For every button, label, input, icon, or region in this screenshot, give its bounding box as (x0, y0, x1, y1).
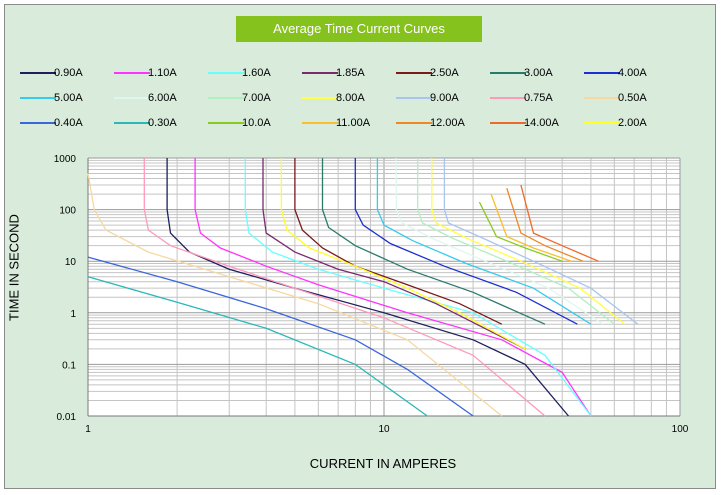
legend-label: 1.10A (148, 67, 177, 79)
legend-label: 0.40A (54, 117, 83, 129)
y-tick-label: 0.1 (62, 360, 76, 371)
legend-label: 4.00A (618, 67, 647, 79)
legend-swatch (396, 122, 432, 124)
legend-label: 14.00A (524, 117, 559, 129)
series-line-1.85A (262, 158, 526, 350)
legend-entry: 8.00A (302, 91, 396, 105)
legend-entry: 2.50A (396, 66, 490, 80)
y-tick-label: 1 (70, 309, 76, 320)
legend-label: 0.75A (524, 92, 553, 104)
legend-label: 5.00A (54, 92, 83, 104)
legend-swatch (490, 122, 526, 124)
series-line-11.00A (490, 193, 572, 262)
legend-entry: 1.10A (114, 66, 208, 80)
legend-swatch (114, 122, 150, 124)
legend-swatch (584, 97, 620, 99)
x-tick-label: 1 (85, 424, 91, 435)
legend-entry: 1.85A (302, 66, 396, 80)
legend-swatch (584, 72, 620, 74)
legend-entry: 12.00A (396, 116, 490, 130)
series-line-9.00A (443, 158, 639, 325)
legend-label: 2.50A (430, 67, 459, 79)
series-line-0.40A (87, 256, 474, 417)
legend-entry: 4.00A (584, 66, 678, 80)
legend-entry: 0.75A (490, 91, 584, 105)
y-tick-label: 0.01 (57, 412, 77, 423)
legend-entry: 14.00A (490, 116, 584, 130)
legend-label: 11.00A (336, 117, 371, 129)
legend-swatch (208, 97, 244, 99)
legend-swatch (208, 122, 244, 124)
legend-label: 12.00A (430, 117, 465, 129)
legend-swatch (302, 72, 338, 74)
legend-label: 2.00A (618, 117, 647, 129)
series-line-2.50A (294, 158, 503, 325)
legend-entry: 9.00A (396, 91, 490, 105)
legend-entry: 11.00A (302, 116, 396, 130)
legend-swatch (490, 72, 526, 74)
legend-entry: 5.00A (20, 91, 114, 105)
legend-label: 9.00A (430, 92, 459, 104)
series-line-0.50A (87, 173, 503, 417)
series-line-0.30A (87, 276, 428, 417)
legend-label: 6.00A (148, 92, 177, 104)
series-line-14.00A (520, 184, 599, 262)
legend-label: 10.0A (242, 117, 271, 129)
series-line-10.0A (478, 201, 563, 262)
legend-swatch (396, 72, 432, 74)
series-line-7.00A (417, 158, 615, 325)
legend-swatch (490, 97, 526, 99)
legend-swatch (20, 72, 56, 74)
series-line-2.00A (280, 158, 526, 350)
legend-entry: 7.00A (208, 91, 302, 105)
legend-swatch (302, 122, 338, 124)
legend-entry: 0.90A (20, 66, 114, 80)
legend-entry: 0.30A (114, 116, 208, 130)
legend-entry: 10.0A (208, 116, 302, 130)
legend-label: 0.50A (618, 92, 647, 104)
series-line-1.60A (244, 158, 592, 417)
series-line-4.00A (354, 158, 578, 325)
legend-entry: 0.50A (584, 91, 678, 105)
y-tick-label: 1000 (54, 154, 77, 165)
x-tick-label: 100 (672, 424, 689, 435)
legend-entry: 6.00A (114, 91, 208, 105)
legend-swatch (20, 122, 56, 124)
series-line-3.00A (321, 158, 546, 325)
legend-entry: 2.00A (584, 116, 678, 130)
legend-label: 1.85A (336, 67, 365, 79)
series-line-0.75A (143, 158, 546, 417)
series-line-0.90A (166, 158, 569, 417)
legend-swatch (584, 122, 620, 124)
series-line-5.00A (376, 158, 592, 325)
legend-entry: 0.40A (20, 116, 114, 130)
legend-swatch (20, 97, 56, 99)
series-line-8.00A (431, 158, 626, 325)
legend-swatch (114, 97, 150, 99)
legend-label: 7.00A (242, 92, 271, 104)
y-tick-label: 100 (59, 206, 76, 217)
legend-label: 3.00A (524, 67, 553, 79)
series-line-1.10A (194, 158, 592, 417)
series-line-12.00A (506, 188, 584, 262)
legend-label: 0.30A (148, 117, 177, 129)
legend-swatch (114, 72, 150, 74)
x-axis-label: CURRENT IN AMPERES (309, 456, 457, 471)
series-line-6.00A (395, 158, 604, 325)
legend-label: 1.60A (242, 67, 271, 79)
x-tick-label: 10 (378, 424, 390, 435)
legend-entry: 3.00A (490, 66, 584, 80)
chart-title: Average Time Current Curves (236, 16, 482, 42)
y-tick-label: 10 (65, 257, 77, 268)
legend-swatch (208, 72, 244, 74)
legend-entry: 1.60A (208, 66, 302, 80)
legend-label: 0.90A (54, 67, 83, 79)
legend-swatch (396, 97, 432, 99)
legend-label: 8.00A (336, 92, 365, 104)
legend-swatch (302, 97, 338, 99)
